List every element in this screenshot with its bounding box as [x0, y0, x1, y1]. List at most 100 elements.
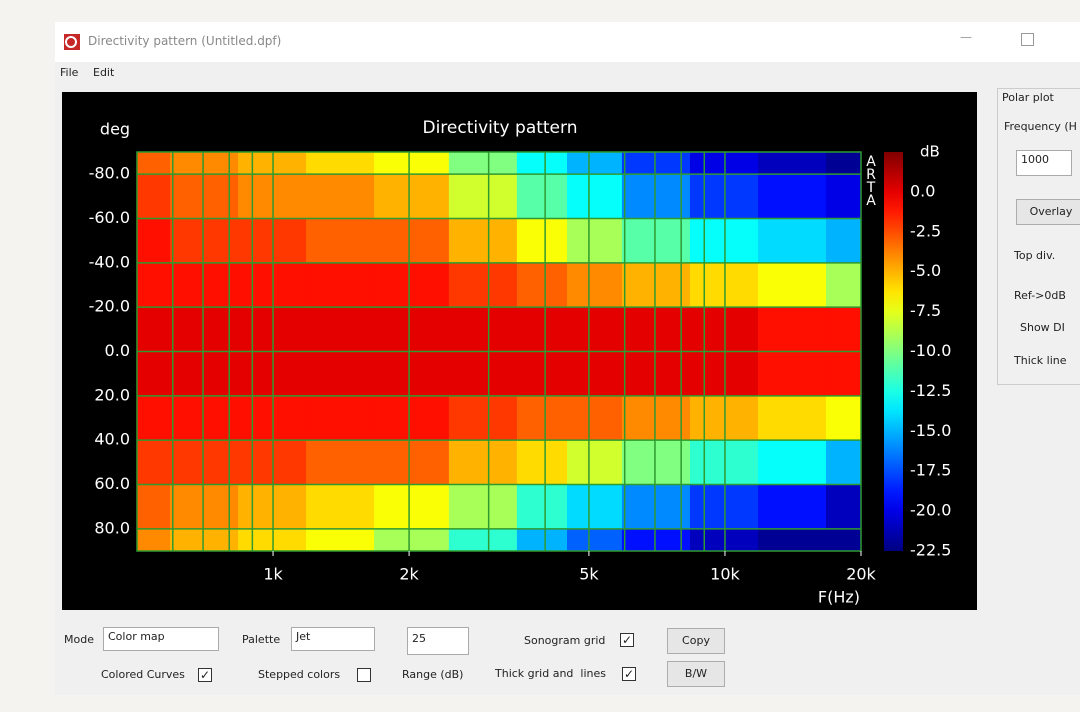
heatmap-cell — [448, 484, 518, 530]
heatmap-cell — [306, 395, 375, 441]
heatmap-cell — [374, 395, 450, 441]
heatmap-cell — [516, 351, 568, 397]
heatmap-cell — [757, 262, 827, 308]
heatmap-cell — [374, 174, 450, 219]
heatmap-cell — [621, 174, 691, 219]
stepped-colors-label: Stepped colors — [258, 668, 341, 681]
ref-label: Ref->0dB — [1014, 289, 1066, 302]
y-tick-label: 60.0 — [94, 474, 130, 493]
copy-button[interactable]: Copy — [667, 628, 725, 654]
heatmap-cell — [825, 218, 862, 264]
heatmap-cell — [170, 484, 239, 530]
heatmap-cell — [137, 174, 171, 219]
y-tick-label: 20.0 — [94, 385, 130, 404]
heatmap-cell — [374, 484, 450, 530]
heatmap-cell — [374, 528, 450, 552]
freq-label: Frequency (H — [1004, 120, 1077, 133]
y-tick-label: -20.0 — [89, 297, 130, 316]
chart-title: Directivity pattern — [422, 118, 577, 138]
heatmap-cell — [567, 307, 623, 352]
sonogram-grid-checkbox[interactable]: ✓ — [620, 633, 634, 647]
heatmap-cell — [825, 152, 862, 175]
colored-curves-checkbox[interactable]: ✓ — [198, 668, 212, 682]
heatmap-cell — [621, 484, 691, 530]
heatmap-cell — [567, 528, 623, 552]
freq-input[interactable]: 1000 — [1016, 150, 1072, 176]
thick-grid-label: Thick grid and lines — [495, 667, 606, 680]
colorbar — [884, 152, 903, 551]
heatmap-cell — [516, 218, 568, 264]
menu-item[interactable]: Edit — [93, 66, 115, 79]
mode-label: Mode — [64, 633, 94, 646]
heatmap-cell — [757, 307, 827, 352]
heatmap-cell — [757, 395, 827, 441]
heatmap-cell — [448, 152, 518, 175]
heatmap-cell — [170, 440, 239, 485]
heatmap-cell — [374, 152, 450, 175]
heatmap-cell — [137, 152, 171, 175]
colorbar-tick-label: -12.5 — [910, 381, 951, 400]
heatmap-cell — [825, 528, 862, 552]
heatmap-cell — [825, 174, 862, 219]
menu-item[interactable]: File — [60, 66, 79, 79]
heatmap-cell — [567, 351, 623, 397]
heatmap-cell — [757, 174, 827, 219]
heatmap-cell — [757, 351, 827, 397]
heatmap-cell — [621, 218, 691, 264]
heatmap-cell — [448, 395, 518, 441]
colorbar-tick-label: -7.5 — [910, 301, 941, 320]
heatmap-cell — [137, 484, 171, 530]
heatmap-cell — [757, 484, 827, 530]
colorbar-tick-label: 0.0 — [910, 181, 935, 200]
palette-select[interactable]: Jet — [291, 627, 375, 651]
heatmap-cell — [137, 262, 171, 308]
y-tick-label: 0.0 — [105, 341, 130, 360]
heatmap-cell — [137, 528, 171, 552]
minimize-button[interactable]: — — [960, 30, 972, 44]
polar-group — [997, 88, 1080, 385]
bw-button[interactable]: B/W — [667, 661, 725, 687]
heatmap-cell — [567, 395, 623, 441]
range-label: Range (dB) — [402, 668, 464, 681]
range-input[interactable]: 25 — [407, 627, 469, 655]
heatmap-cell — [621, 528, 691, 552]
heatmap-cell — [567, 262, 623, 308]
stepped-colors-checkbox[interactable] — [357, 668, 371, 682]
x-tick-label: 20k — [846, 565, 876, 584]
heatmap-cell — [448, 307, 518, 352]
title-bar — [55, 22, 1080, 62]
heatmap-cell — [516, 152, 568, 175]
maximize-button[interactable] — [1021, 33, 1034, 46]
y-axis-label: deg — [100, 120, 130, 139]
heatmap-cell — [516, 174, 568, 219]
heatmap-cell — [448, 262, 518, 308]
heatmap-cell — [170, 351, 239, 397]
y-tick-label: 80.0 — [94, 518, 130, 537]
thick-grid-checkbox[interactable]: ✓ — [622, 667, 636, 681]
palette-label: Palette — [242, 633, 281, 646]
sonogram-grid-label: Sonogram grid — [524, 634, 606, 647]
heatmap-cell — [306, 152, 375, 175]
heatmap-cell — [170, 218, 239, 264]
heatmap-cell — [306, 351, 375, 397]
heatmap-cell — [567, 484, 623, 530]
heatmap-cell — [825, 262, 862, 308]
overlay-button[interactable]: Overlay — [1016, 199, 1080, 225]
show-di-label: Show DI — [1020, 321, 1065, 334]
heatmap-cell — [448, 218, 518, 264]
heatmap-cell — [306, 174, 375, 219]
colorbar-tick-label: -20.0 — [910, 501, 951, 520]
heatmap-cell — [306, 528, 375, 552]
heatmap-cell — [516, 307, 568, 352]
heatmap-cell — [825, 484, 862, 530]
heatmap-cell — [621, 395, 691, 441]
mode-select[interactable]: Color map — [103, 627, 219, 651]
polar-title: Polar plot — [1002, 91, 1054, 104]
x-tick-label: 2k — [399, 565, 419, 584]
heatmap-cell — [137, 440, 171, 485]
colorbar-tick-label: -22.5 — [910, 541, 951, 560]
x-tick-label: 5k — [579, 565, 599, 584]
colorbar-tick-label: -2.5 — [910, 221, 941, 240]
heatmap-cell — [170, 307, 239, 352]
